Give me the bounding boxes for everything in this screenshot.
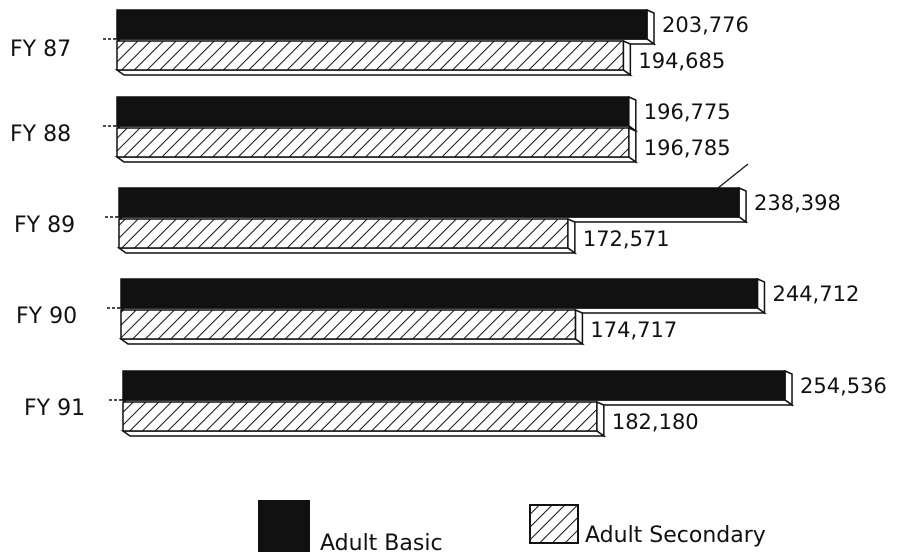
value-label-fy88-adult-secondary: 196,785: [644, 136, 731, 160]
bar-fy87-adult-basic: [114, 8, 657, 46]
bar-fy91-adult-basic: [120, 369, 795, 407]
category-label-fy88: FY 88: [10, 122, 71, 147]
bar-fy87-adult-secondary: [114, 39, 633, 77]
category-label-fy87: FY 87: [10, 37, 71, 62]
legend-swatch-adult-basic: [258, 500, 310, 552]
value-label-fy87-adult-secondary: 194,685: [638, 49, 725, 73]
value-label-fy91-adult-secondary: 182,180: [612, 410, 699, 434]
bar-fy89-adult-secondary: [116, 217, 578, 255]
legend: Adult Basic Adult Secondary: [258, 500, 766, 555]
bar-fy88-adult-secondary: [114, 126, 639, 164]
label-leader-line: [717, 163, 749, 189]
legend-label-adult-secondary: Adult Secondary: [585, 523, 766, 548]
value-label-fy88-adult-basic: 196,775: [644, 100, 731, 124]
category-label-fy89: FY 89: [14, 213, 75, 238]
value-label-fy91-adult-basic: 254,536: [800, 374, 887, 398]
legend-swatch-adult-secondary: [529, 504, 579, 544]
category-label-fy90: FY 90: [16, 304, 77, 329]
value-label-fy89-adult-basic: 238,398: [754, 191, 841, 215]
bar-fy90-adult-secondary: [118, 308, 585, 346]
bar-fy90-adult-basic: [118, 277, 767, 315]
bar-fy91-adult-secondary: [120, 400, 607, 438]
value-label-fy89-adult-secondary: 172,571: [583, 227, 670, 251]
bar-fy89-adult-basic: [116, 186, 749, 224]
value-label-fy90-adult-secondary: 174,717: [590, 318, 677, 342]
value-label-fy90-adult-basic: 244,712: [772, 282, 859, 306]
category-label-fy91: FY 91: [24, 396, 85, 421]
value-label-fy87-adult-basic: 203,776: [662, 13, 749, 37]
bar-fy88-adult-basic: [114, 95, 639, 133]
legend-label-adult-basic: Adult Basic: [320, 531, 443, 555]
